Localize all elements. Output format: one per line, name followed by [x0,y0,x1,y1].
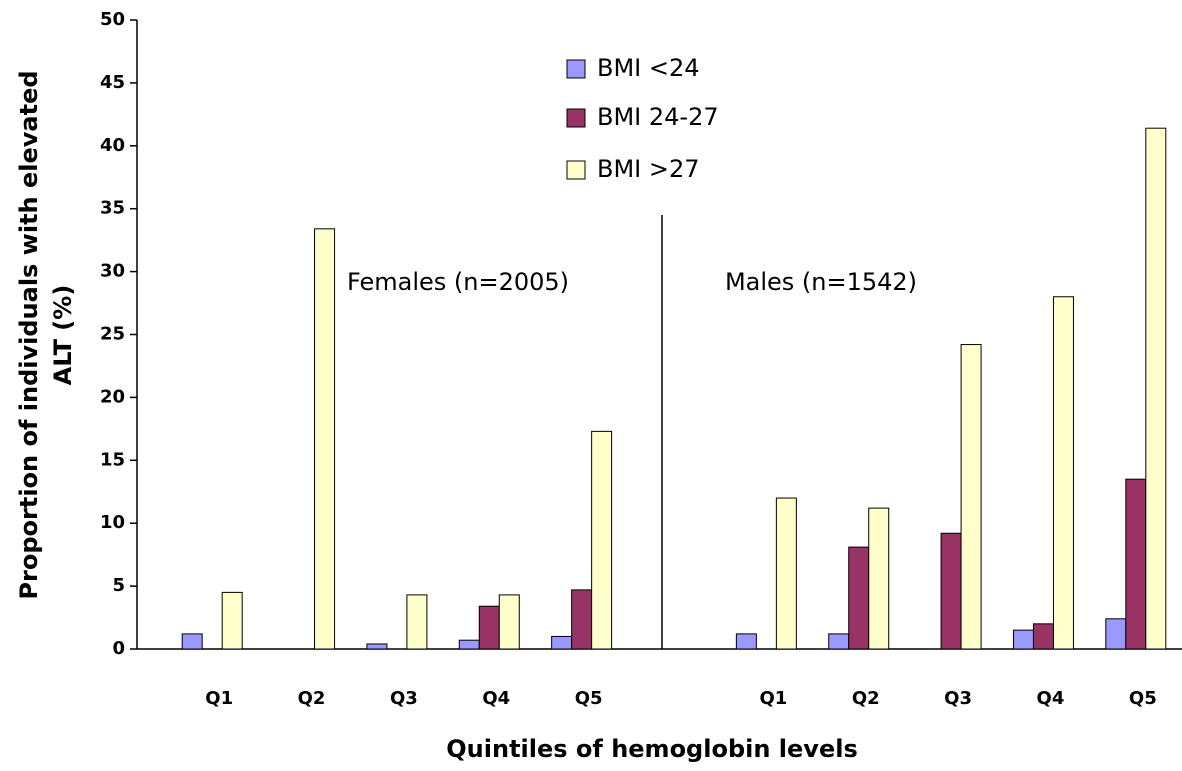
annotation: Males (n=1542) [725,268,917,296]
bar [551,635,573,650]
y-tick-label: 0 [112,638,125,659]
y-tick-label: 35 [100,198,125,219]
legend-swatch [566,59,586,79]
bar [221,591,243,650]
y-tick-label: 45 [100,72,125,93]
x-tick-label: Q5 [1129,688,1157,709]
legend-swatch [566,108,586,128]
bar [314,228,336,650]
bar [1052,296,1074,650]
y-tick-label: 15 [100,449,125,470]
bar [498,594,520,650]
bar [591,430,613,650]
y-tick-label: 50 [100,9,125,30]
x-tick-label: Q3 [944,688,972,709]
bar [1105,618,1127,650]
bar [960,344,982,650]
bar [1032,623,1054,650]
y-tick-label: 20 [100,386,125,407]
bar [181,633,203,650]
y-axis-label: Proportion of individuals with elevated [15,70,43,599]
legend-label: BMI >27 [597,155,700,183]
x-tick-label: Q4 [1037,688,1065,709]
bar [828,633,850,650]
bar [1125,478,1147,650]
y-tick-label: 10 [100,512,125,533]
bar [735,633,757,650]
bar [366,643,388,650]
bar [458,639,480,650]
x-axis-label: Quintiles of hemoglobin levels [446,735,857,763]
x-tick-label: Q1 [759,688,787,709]
x-tick-label: Q2 [298,688,326,709]
y-axis-label: ALT (%) [49,285,77,386]
x-tick-label: Q1 [205,688,233,709]
bar [868,507,890,650]
y-tick-label: 5 [112,575,125,596]
x-tick-label: Q2 [852,688,880,709]
legend-label: BMI 24-27 [597,103,719,131]
bar [1145,127,1167,650]
legend-swatch [566,160,586,180]
y-tick-label: 30 [100,261,125,282]
y-tick-label: 40 [100,135,125,156]
bar [571,589,593,650]
x-tick-label: Q4 [482,688,510,709]
bar [1012,629,1034,650]
bar [478,605,500,650]
bar [848,546,870,650]
x-tick-label: Q5 [575,688,603,709]
x-tick-label: Q3 [390,688,418,709]
bar [775,497,797,650]
y-tick-label: 25 [100,324,125,345]
legend-label: BMI <24 [597,54,700,82]
bar [406,594,428,650]
bar [940,532,962,650]
annotation: Females (n=2005) [347,268,569,296]
